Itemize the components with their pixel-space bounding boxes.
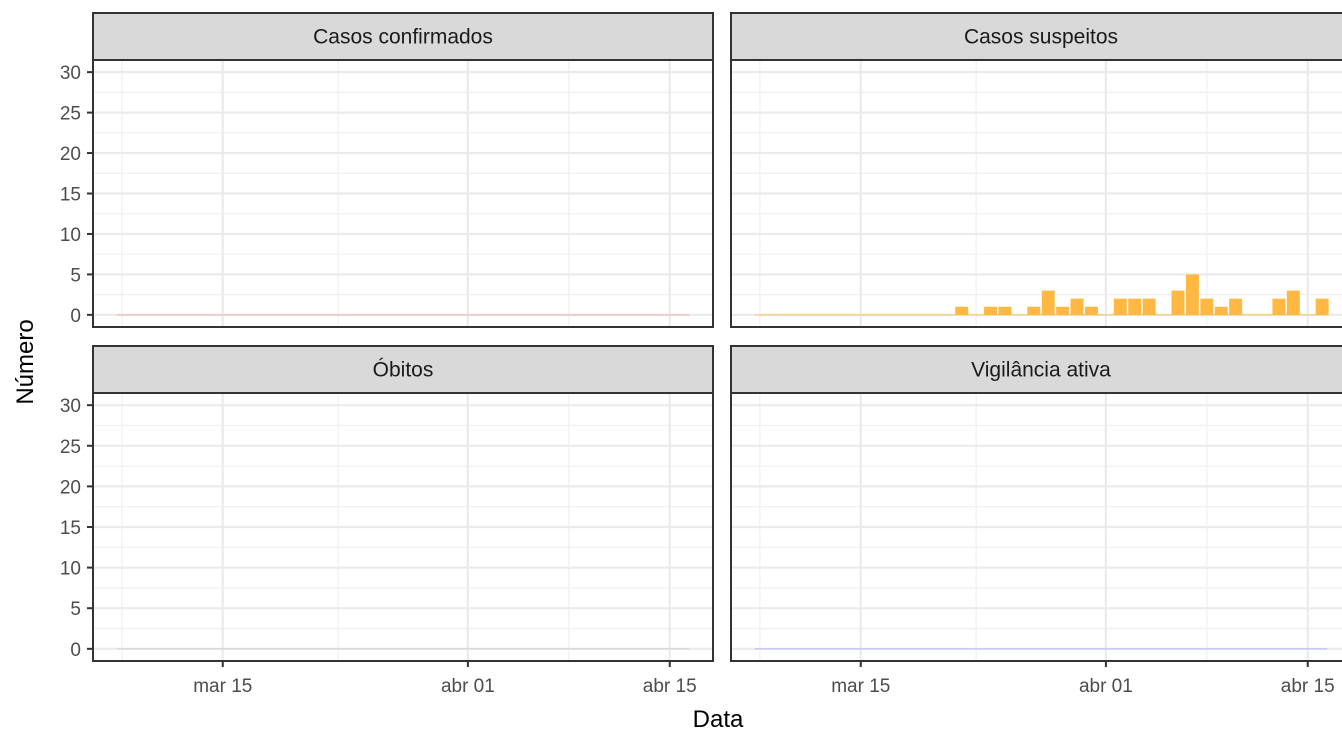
facet-strip bbox=[92, 12, 714, 61]
facet-strip bbox=[730, 12, 1342, 61]
x-tick-label: abr 15 bbox=[1281, 676, 1335, 697]
facet-panel: Vigilância ativa bbox=[730, 345, 1342, 662]
bar bbox=[1128, 298, 1142, 315]
y-tick-label: 30 bbox=[60, 396, 81, 417]
y-tick-label: 20 bbox=[60, 144, 81, 165]
bar bbox=[1084, 306, 1098, 315]
bar bbox=[1229, 298, 1243, 315]
bars-group bbox=[754, 274, 1329, 316]
bar bbox=[998, 306, 1012, 315]
x-tick-label: mar 15 bbox=[831, 676, 890, 697]
y-tick-label: 25 bbox=[60, 437, 81, 458]
y-tick-label: 5 bbox=[70, 265, 81, 286]
y-axis-title: Número bbox=[12, 319, 39, 404]
bar bbox=[1214, 306, 1228, 315]
y-tick-label: 15 bbox=[60, 185, 81, 206]
facet-title: Casos confirmados bbox=[313, 26, 493, 49]
facet-strip bbox=[730, 345, 1342, 394]
facet-title: Óbitos bbox=[373, 359, 434, 382]
y-tick-label: 0 bbox=[70, 640, 81, 661]
y-tick-label: 30 bbox=[60, 63, 81, 84]
bar bbox=[1185, 274, 1199, 315]
bar bbox=[1200, 298, 1214, 315]
x-tick-label: abr 01 bbox=[1079, 676, 1133, 697]
bar bbox=[1272, 298, 1286, 315]
facet-strip bbox=[92, 345, 714, 394]
y-tick-label: 10 bbox=[60, 225, 81, 246]
facet-panel: Casos confirmados bbox=[92, 12, 714, 328]
x-tick-label: mar 15 bbox=[193, 676, 252, 697]
bar bbox=[1041, 290, 1055, 315]
facet-panel: Óbitos bbox=[92, 345, 714, 662]
bar bbox=[1171, 290, 1185, 315]
bar bbox=[1027, 306, 1041, 315]
bar bbox=[1142, 298, 1156, 315]
bar bbox=[1070, 298, 1084, 315]
x-tick-label: abr 15 bbox=[643, 676, 697, 697]
bar bbox=[1056, 306, 1070, 315]
bar bbox=[984, 306, 998, 315]
bar bbox=[1286, 290, 1300, 315]
facet-panel: Casos suspeitos bbox=[730, 12, 1342, 328]
facet-title: Casos suspeitos bbox=[964, 26, 1118, 49]
y-tick-label: 15 bbox=[60, 518, 81, 539]
bar bbox=[1315, 298, 1329, 315]
panels-layer: Casos confirmados Casos suspeitos Óbitos Vi… bbox=[92, 12, 1342, 662]
y-tick-label: 0 bbox=[70, 306, 81, 327]
axes-layer: 0 5 10 15 20 25 30 0 5 10 15 20 25 30 mar 15 abr 01 abr … bbox=[60, 63, 1335, 697]
x-tick-label: abr 01 bbox=[441, 676, 495, 697]
bar bbox=[1113, 298, 1127, 315]
x-axis-title: Data bbox=[693, 706, 744, 733]
facet-title: Vigilância ativa bbox=[971, 359, 1111, 382]
y-tick-label: 5 bbox=[70, 599, 81, 620]
bar bbox=[955, 306, 969, 315]
y-tick-label: 10 bbox=[60, 559, 81, 580]
y-tick-label: 25 bbox=[60, 104, 81, 125]
y-tick-label: 20 bbox=[60, 477, 81, 498]
